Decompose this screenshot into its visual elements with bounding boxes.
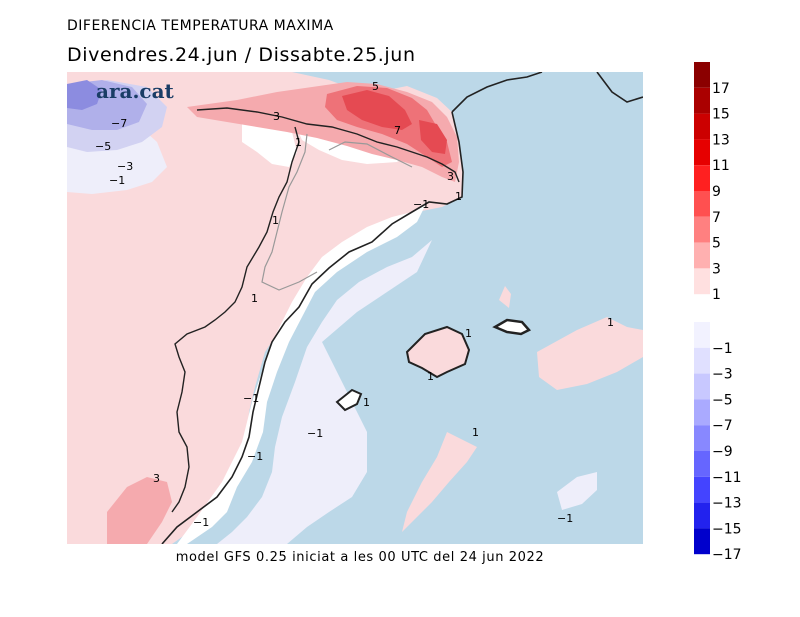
positive-legend-label: 11 xyxy=(712,158,730,174)
contour-label: 1 xyxy=(251,292,258,305)
contour-label: 3 xyxy=(153,472,160,485)
positive-legend-label: 7 xyxy=(712,210,721,226)
contour-label: 1 xyxy=(295,136,302,149)
model-info-footer: model GFS 0.25 iniciat a les 00 UTC del … xyxy=(175,550,545,565)
region-border xyxy=(261,133,413,291)
pos3-zone-southwest xyxy=(107,477,172,544)
negative-legend-label: −5 xyxy=(712,392,733,408)
negative-legend-label: −17 xyxy=(712,547,742,560)
contour-label: 3 xyxy=(273,110,280,123)
positive-legend-swatch xyxy=(694,139,710,166)
negative-legend-swatch xyxy=(694,528,710,555)
map-subtitle: Divendres.24.jun / Dissabte.25.jun xyxy=(67,44,416,66)
negative-legend-label: −1 xyxy=(712,341,733,357)
contour-label: −3 xyxy=(117,160,133,173)
mallorca-island xyxy=(405,325,471,379)
negative-legend-label: −11 xyxy=(712,470,742,486)
contour-label: 1 xyxy=(427,370,434,383)
contour-label: 1 xyxy=(455,190,462,203)
contour-label: −1 xyxy=(413,198,429,211)
neg7-zone-northwest xyxy=(67,80,102,110)
contour-label: −1 xyxy=(193,516,209,529)
positive-legend-swatch xyxy=(694,191,710,217)
negative-legend-swatch xyxy=(694,502,710,529)
positive-legend-label: 9 xyxy=(712,184,721,200)
neg1-sea-zone xyxy=(217,240,432,544)
contour-label: 1 xyxy=(465,327,472,340)
temperature-difference-map: 5 3 7 1 3 1 −1 1 1 1 −7 −5 −3 −1 1 1 −1 … xyxy=(67,72,643,544)
negative-legend-swatch xyxy=(694,476,710,503)
contour-label: −1 xyxy=(307,427,323,440)
country-border xyxy=(171,107,460,513)
positive-legend-swatch xyxy=(694,165,710,191)
negative-legend-swatch xyxy=(694,451,710,477)
negative-legend-swatch xyxy=(694,347,710,374)
positive-legend-label: 3 xyxy=(712,261,721,277)
negative-legend-swatch xyxy=(694,373,710,400)
coastal-neutral-zone xyxy=(177,202,427,544)
contour-label: 1 xyxy=(363,396,370,409)
contour-label: −1 xyxy=(557,512,573,525)
contour-label: 3 xyxy=(447,170,454,183)
contour-label: 1 xyxy=(272,214,279,227)
positive-legend-label: 1 xyxy=(712,287,721,303)
contour-label: 1 xyxy=(472,426,479,439)
south-warm-patch xyxy=(402,432,477,532)
positive-legend-label: 15 xyxy=(712,107,730,123)
land-area xyxy=(67,72,463,544)
positive-legend-swatch xyxy=(694,216,710,243)
positive-legend-label: 13 xyxy=(712,132,730,148)
contour-label: −1 xyxy=(243,392,259,405)
coastline-north xyxy=(451,72,643,113)
contour-label: 1 xyxy=(607,316,614,329)
negative-legend-label: −15 xyxy=(712,521,742,537)
positive-legend-swatch xyxy=(694,113,710,140)
menorca-island xyxy=(492,318,532,336)
contour-label: −1 xyxy=(247,450,263,463)
coastline xyxy=(161,111,464,544)
southeast-cool-patch xyxy=(557,472,597,510)
contour-label: −7 xyxy=(111,117,127,130)
negative-legend-label: −7 xyxy=(712,418,733,434)
negative-legend-label: −13 xyxy=(712,496,742,512)
pos7-zone-east xyxy=(419,120,447,154)
color-legend: 17 15 13 11 9 7 5 3 1 −1 −3 −5 −7 −9 −11 −13 −15 −17 xyxy=(694,62,742,560)
negative-legend-swatch xyxy=(694,399,710,426)
positive-legend-swatch xyxy=(694,268,710,295)
positive-legend-swatch xyxy=(694,87,710,114)
pos7-zone-north xyxy=(342,90,412,130)
positive-legend-swatch xyxy=(694,242,710,269)
island-warm-patch-north xyxy=(499,286,511,308)
negative-legend-swatch xyxy=(694,425,710,451)
contour-label: −1 xyxy=(109,174,125,187)
positive-legend-label: 5 xyxy=(712,236,721,252)
contour-label: 7 xyxy=(394,124,401,137)
white-inland-patch xyxy=(242,120,297,167)
contour-label: 5 xyxy=(372,80,379,93)
negative-legend-label: −3 xyxy=(712,367,733,383)
contour-label: −5 xyxy=(95,140,111,153)
negative-legend-label: −9 xyxy=(712,444,733,460)
positive-legend-swatch xyxy=(694,62,710,88)
ara-cat-logo: ara.cat xyxy=(96,79,174,103)
positive-legend-label: 17 xyxy=(712,81,730,97)
negative-legend-swatch xyxy=(694,322,710,348)
sardinia-warm-patch xyxy=(537,317,643,390)
ibiza-island xyxy=(335,388,363,412)
map-title: DIFERENCIA TEMPERATURA MAXIMA xyxy=(67,18,334,34)
